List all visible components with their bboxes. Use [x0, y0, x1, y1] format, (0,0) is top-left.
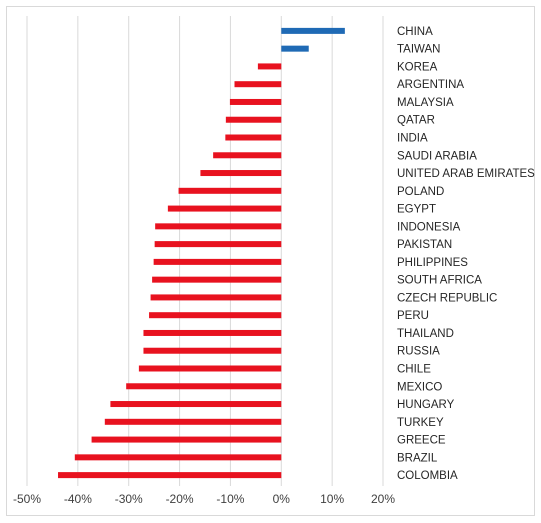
- bar-poland: [178, 187, 282, 194]
- x-tick-label: -40%: [64, 492, 92, 506]
- category-label: POLAND: [397, 186, 444, 198]
- bar-philippines: [153, 258, 282, 265]
- x-tick-label: -20%: [166, 492, 194, 506]
- bar-hungary: [110, 401, 282, 408]
- category-label: BRAZIL: [397, 452, 438, 464]
- bar-czech-republic: [150, 294, 282, 301]
- category-label: SAUDI ARABIA: [397, 150, 477, 162]
- bar-korea: [257, 63, 282, 70]
- category-label: INDONESIA: [397, 221, 461, 233]
- category-label: MALAYSIA: [397, 97, 454, 109]
- bar-russia: [143, 347, 282, 354]
- category-label: PHILIPPINES: [397, 257, 468, 269]
- category-label: RUSSIA: [397, 346, 440, 358]
- category-label: PAKISTAN: [397, 239, 452, 251]
- x-tick-label: 20%: [371, 492, 395, 506]
- bar-turkey: [104, 418, 282, 425]
- bar-peru: [149, 312, 282, 319]
- category-label: HUNGARY: [397, 399, 455, 411]
- category-label: CZECH REPUBLIC: [397, 292, 497, 304]
- category-label: ARGENTINA: [397, 79, 464, 91]
- x-tick-label: 0%: [273, 492, 291, 506]
- x-tick-label: 10%: [320, 492, 344, 506]
- category-label: EGYPT: [397, 204, 436, 216]
- category-label: INDIA: [397, 133, 428, 145]
- category-label: TURKEY: [397, 417, 444, 429]
- category-label: GREECE: [397, 435, 446, 447]
- bar-thailand: [143, 329, 282, 336]
- category-label: THAILAND: [397, 328, 454, 340]
- bar-india: [225, 134, 282, 141]
- x-tick-label: -10%: [216, 492, 244, 506]
- bar-taiwan: [281, 45, 309, 52]
- bar-chile: [138, 365, 282, 372]
- category-label: CHINA: [397, 26, 433, 38]
- bar-malaysia: [229, 98, 282, 105]
- bar-argentina: [234, 81, 282, 88]
- bar-south-africa: [152, 276, 282, 283]
- bar-egypt: [167, 205, 282, 212]
- bar-indonesia: [155, 223, 282, 230]
- bar-qatar: [225, 116, 282, 123]
- category-label: QATAR: [397, 115, 435, 127]
- category-label: MEXICO: [397, 381, 442, 393]
- category-label: UNITED ARAB EMIRATES: [397, 168, 535, 180]
- bar-mexico: [126, 383, 282, 390]
- x-tick-label: -50%: [13, 492, 41, 506]
- category-label: SOUTH AFRICA: [397, 275, 482, 287]
- bar-china: [281, 27, 345, 34]
- category-label: COLOMBIA: [397, 470, 458, 482]
- category-label: CHILE: [397, 364, 431, 376]
- bar-saudi-arabia: [213, 152, 282, 159]
- x-tick-label: -30%: [115, 492, 143, 506]
- bar-colombia: [58, 472, 282, 479]
- category-label: KOREA: [397, 61, 438, 73]
- bar-greece: [91, 436, 282, 443]
- bar-pakistan: [154, 241, 282, 248]
- bar-brazil: [74, 454, 282, 461]
- category-label: PERU: [397, 310, 429, 322]
- bar-united-arab-emirates: [200, 170, 282, 177]
- category-label: TAIWAN: [397, 44, 440, 56]
